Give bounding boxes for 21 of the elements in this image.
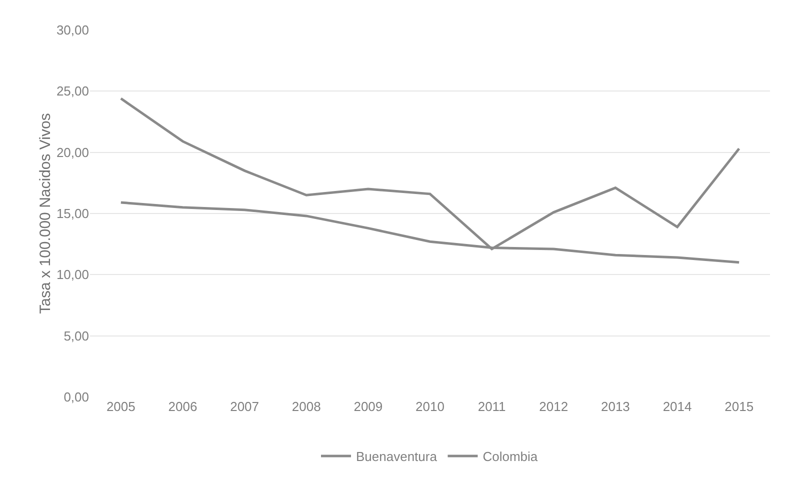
legend-label: Buenaventura — [356, 449, 438, 464]
y-tick-label: 5,00 — [64, 328, 89, 344]
y-tick-label: 0,00 — [64, 390, 89, 405]
x-tick-label: 2008 — [292, 399, 321, 414]
y-tick-label: 15,00 — [56, 206, 89, 222]
x-tick-label: 2012 — [539, 399, 568, 414]
y-tick-label: 20,00 — [56, 144, 89, 160]
x-tick-label: 2005 — [106, 399, 136, 414]
y-tick-label: 10,00 — [56, 267, 89, 282]
y-tick-label: 30,00 — [56, 22, 89, 38]
x-tick-label: 2007 — [230, 399, 260, 414]
x-tick-label: 2009 — [354, 399, 383, 414]
x-tick-label: 2013 — [600, 399, 630, 414]
x-tick-label: 2010 — [416, 399, 444, 414]
x-tick-label: 2015 — [724, 399, 754, 414]
x-tick-label: 2014 — [662, 399, 692, 414]
x-tick-label: 2006 — [168, 399, 198, 414]
legend-label: Colombia — [482, 449, 538, 464]
y-tick-label: 25,00 — [56, 84, 89, 99]
y-axis-title: Tasa x 100.000 Nacidos Vivos — [37, 113, 54, 314]
x-tick-label: 2011 — [478, 399, 506, 414]
